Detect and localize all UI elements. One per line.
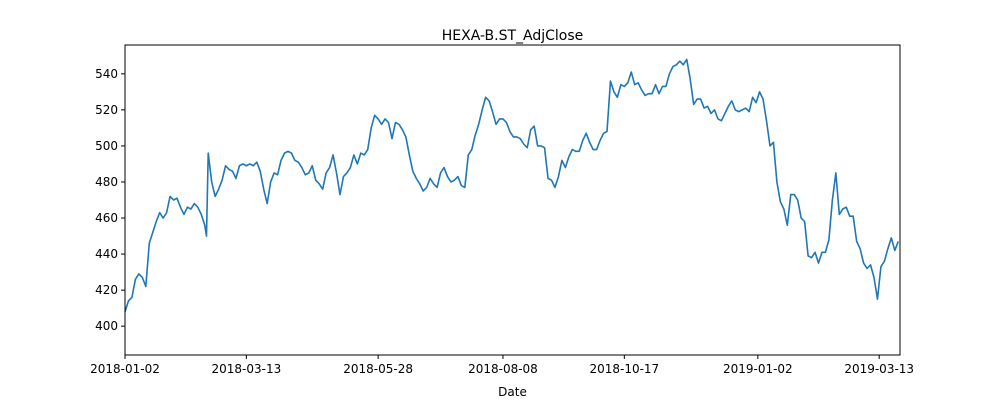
x-axis-label: Date [498,385,527,399]
x-tick-label: 2018-05-28 [343,362,413,376]
plot-area [124,58,900,312]
x-tick-label: 2018-10-17 [589,362,659,376]
y-tick-label: 440 [95,247,118,261]
chart-title: HEXA-B.ST_AdjClose [442,28,584,44]
x-tick-label: 2018-08-08 [468,362,538,376]
y-tick-label: 540 [95,67,118,81]
y-tick-label: 400 [95,319,118,333]
x-tick-label: 2019-01-02 [723,362,793,376]
y-tick-label: 520 [95,103,118,117]
axes-frame [124,44,901,356]
x-tick-label: 2018-03-13 [211,362,281,376]
y-tick-label: 480 [95,175,118,189]
axes: 400 420 440 460 480 500 520 540 2018-01-02 2018-0… [90,44,914,376]
y-tick-label: 460 [95,211,118,225]
x-tick-label: 2018-01-02 [90,362,160,376]
y-tick-label: 500 [95,139,118,153]
series-line-0 [124,58,900,312]
y-tick-label: 420 [95,283,118,297]
x-tick-label: 2019-03-13 [844,362,914,376]
